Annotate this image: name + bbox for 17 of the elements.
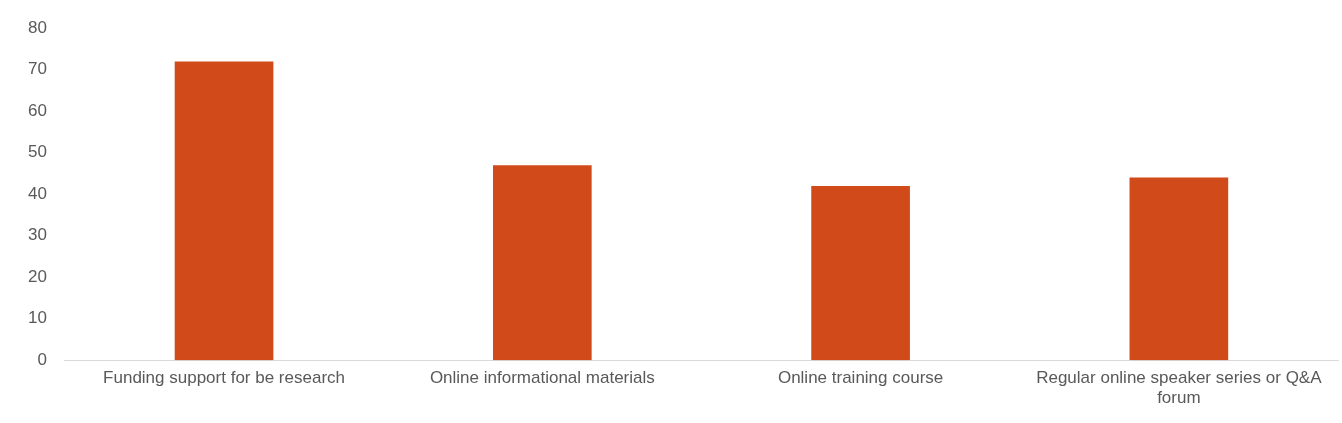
y-tick-label: 20 <box>27 266 47 286</box>
y-tick-label: 50 <box>27 142 47 162</box>
bar <box>492 165 592 361</box>
x-tick-label: Funding support for be research <box>103 368 346 388</box>
x-tick-label: Regular online speaker series or Q&A forum <box>1036 368 1323 408</box>
y-tick-label: 80 <box>27 17 47 37</box>
y-tick-label: 0 <box>37 349 47 369</box>
y-tick-label: 70 <box>27 59 47 79</box>
bar <box>1129 177 1229 361</box>
y-tick-label: 60 <box>27 100 47 120</box>
y-tick-label: 30 <box>27 225 47 245</box>
y-tick-label: 40 <box>27 183 47 203</box>
bar <box>174 61 274 361</box>
x-tick-label: Online informational materials <box>429 368 655 388</box>
bar <box>811 185 910 361</box>
y-tick-label: 10 <box>27 308 47 328</box>
x-tick-label: Online training course <box>777 368 944 388</box>
